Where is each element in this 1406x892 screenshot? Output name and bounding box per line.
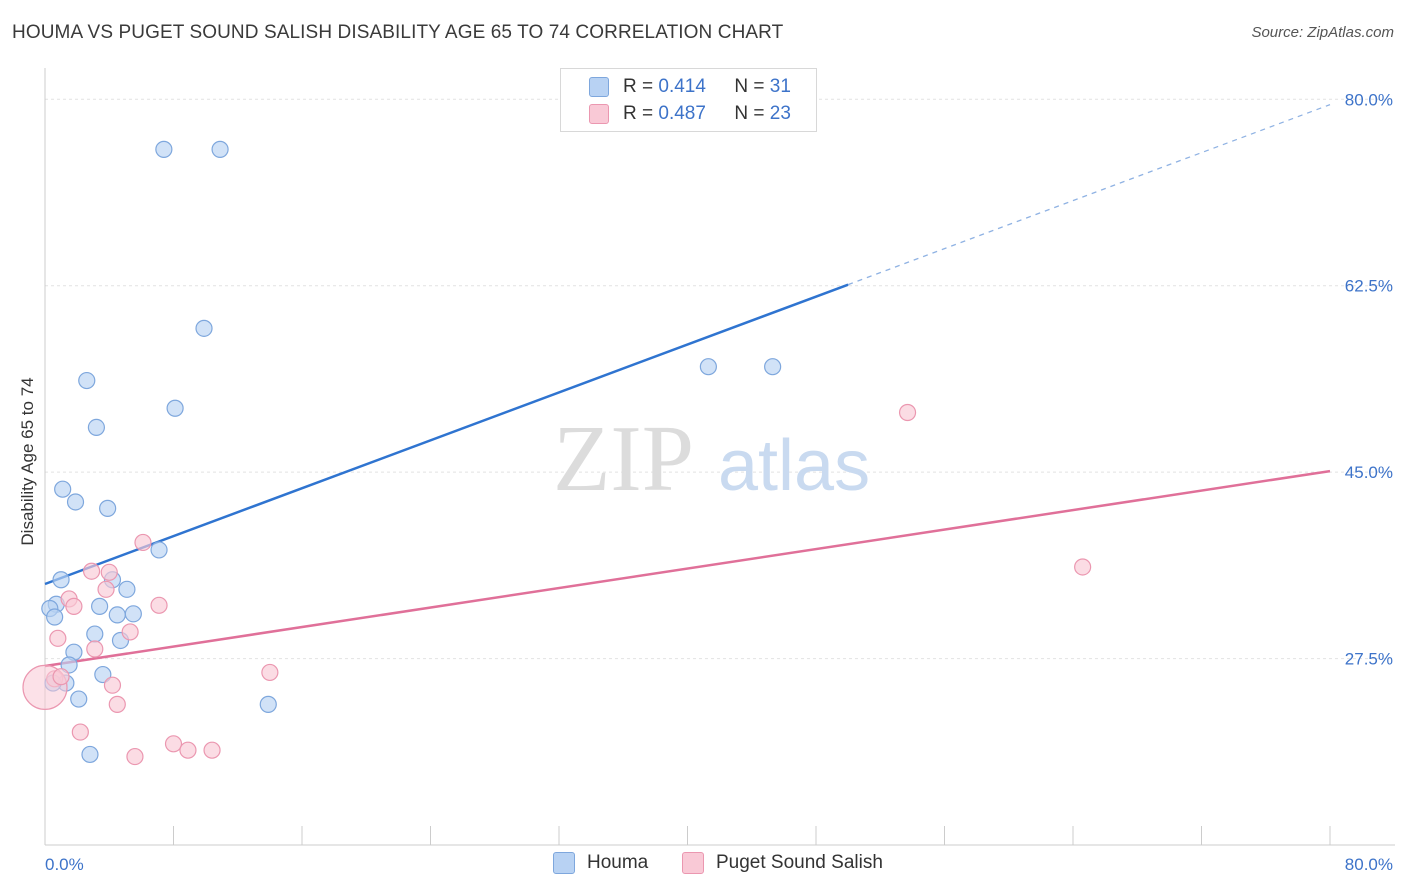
data-points — [22, 140, 1092, 766]
puget-point — [49, 629, 67, 647]
houma-trend-line — [44, 283, 849, 586]
houma-point — [60, 656, 78, 674]
puget-point — [97, 580, 115, 598]
houma-point — [94, 665, 112, 684]
chart-title: HOUMA VS PUGET SOUND SALISH DISABILITY A… — [12, 22, 784, 43]
puget-point — [103, 676, 122, 694]
puget-point — [164, 735, 183, 753]
legend-row-puget: R = 0.487 N = 23 — [589, 102, 791, 126]
y-tick-label: 62.5% — [1345, 277, 1393, 296]
puget-point — [108, 695, 126, 713]
puget-point — [203, 741, 221, 759]
legend-r-label: R = — [623, 76, 654, 97]
watermark-zip: ZIP — [553, 407, 694, 511]
houma-swatch-icon — [553, 852, 575, 874]
houma-point — [108, 606, 126, 624]
y-axis-label: Disability Age 65 to 74 — [18, 377, 37, 545]
houma-point — [155, 140, 173, 158]
legend: R = 0.414 N = 31 R = 0.487 N = 23 — [560, 68, 817, 132]
houma-point — [87, 418, 106, 437]
houma-point — [81, 745, 99, 764]
puget-swatch-icon — [589, 104, 609, 124]
houma-point — [118, 580, 136, 598]
houma-point — [150, 541, 168, 559]
puget-point — [86, 640, 104, 658]
legend-r-value: 0.487 — [658, 103, 706, 124]
legend-n-value: 31 — [769, 76, 791, 97]
legend-n-label: N = — [734, 76, 765, 97]
houma-point — [166, 399, 184, 417]
puget-point — [261, 663, 279, 682]
x-tick-label: 80.0% — [1345, 855, 1393, 874]
puget-point — [121, 623, 139, 641]
legend-r-value: 0.414 — [658, 76, 706, 97]
houma-point — [46, 608, 64, 626]
legend-n-label: N = — [734, 103, 765, 124]
watermark-atlas: atlas — [718, 426, 870, 506]
axis-labels: 27.5% 45.0% 62.5% 80.0% 0.0% 80.0% Disability … — [18, 90, 1393, 874]
houma-point — [86, 625, 104, 643]
puget-point — [898, 403, 917, 422]
houma-swatch-icon — [589, 77, 609, 97]
puget-point — [100, 563, 118, 581]
puget-point — [134, 533, 152, 552]
legend-n-value: 23 — [769, 103, 791, 124]
houma-point — [99, 499, 117, 517]
houma-point — [699, 358, 717, 376]
puget-point — [150, 596, 168, 614]
legend-item-puget[interactable]: Puget Sound Salish — [682, 852, 883, 874]
y-tick-label: 45.0% — [1345, 463, 1393, 482]
y-tick-label: 80.0% — [1345, 90, 1393, 109]
houma-point — [66, 493, 85, 511]
legend-item-houma[interactable]: Houma — [553, 852, 648, 874]
puget-trend-line — [44, 469, 1331, 668]
houma-point — [764, 358, 782, 376]
axes — [44, 68, 1395, 846]
houma-point — [124, 605, 142, 623]
houma-point — [52, 571, 70, 589]
houma-point — [54, 480, 72, 498]
houma-point — [259, 695, 277, 713]
houma-point — [78, 371, 96, 390]
puget-swatch-icon — [682, 852, 704, 874]
puget-point — [179, 741, 197, 759]
legend-r-label: R = — [623, 103, 654, 124]
puget-point — [82, 562, 101, 580]
x-tick-label: 0.0% — [45, 855, 84, 874]
houma-point — [91, 597, 109, 615]
houma-trend-extension — [847, 104, 1331, 286]
legend-houma-label: Houma — [587, 852, 649, 873]
puget-point — [52, 668, 70, 686]
legend-row-houma: R = 0.414 N = 31 — [589, 75, 791, 99]
puget-point — [1074, 558, 1092, 576]
houma-point — [70, 690, 88, 708]
houma-point — [211, 140, 229, 158]
houma-point — [195, 319, 213, 337]
puget-point — [71, 723, 89, 741]
bottom-legend: Houma Puget Sound Salish — [0, 852, 1406, 876]
puget-point — [126, 747, 144, 766]
source-label: Source: ZipAtlas.com — [1251, 24, 1394, 41]
y-tick-label: 27.5% — [1345, 650, 1393, 669]
grid-lines — [45, 98, 1395, 660]
puget-point — [65, 597, 83, 615]
watermark: ZIP atlas — [553, 407, 870, 511]
trend-lines — [44, 104, 1331, 668]
legend-puget-label: Puget Sound Salish — [716, 852, 883, 873]
